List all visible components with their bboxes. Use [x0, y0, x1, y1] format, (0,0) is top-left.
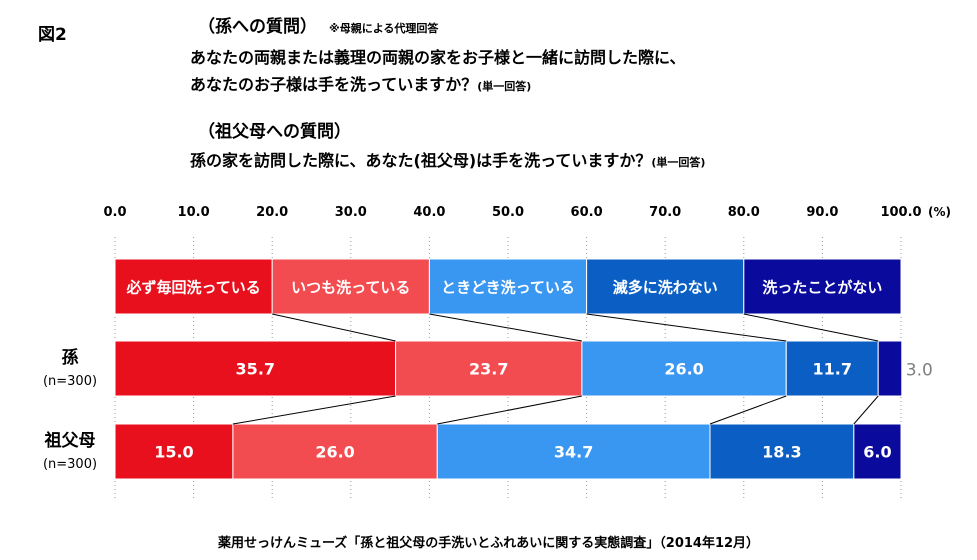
x-tick-label: 0.0 [103, 205, 126, 220]
connector-line [709, 395, 787, 425]
x-tick-label: 60.0 [571, 205, 603, 220]
x-tick-label: 100.0 [880, 205, 921, 220]
x-tick-label: 50.0 [492, 205, 524, 220]
data-label: 3.0 [906, 361, 933, 381]
legend-label: ときどき洗っている [441, 279, 575, 297]
data-label: 23.7 [469, 360, 508, 379]
connector-line [272, 313, 396, 342]
x-tick-label: 20.0 [256, 205, 288, 220]
category-label: 祖父母 [44, 430, 96, 451]
legend-label: 洗ったことがない [762, 279, 882, 297]
bar-segment [853, 423, 902, 480]
question-grandchild-heading: （孫への質問） [198, 17, 317, 37]
figure-label: 図2 [38, 25, 67, 45]
question-grandchild-heading-row: （孫への質問） ※母親による代理回答 [198, 12, 438, 37]
data-label: 35.7 [236, 360, 275, 379]
category-label: 孫 [62, 347, 79, 368]
x-tick-label: 90.0 [806, 205, 838, 220]
legend-box [586, 258, 745, 315]
legend-box [428, 258, 588, 315]
bar-segment [114, 340, 397, 397]
legend-box [743, 258, 902, 315]
question-grandparent-line1-row: 孫の家を訪問した際に、あなた(祖父母)は手を洗っていますか？(単一回答) [190, 147, 705, 171]
connector-line [232, 395, 396, 425]
x-tick-label: 30.0 [335, 205, 367, 220]
question-grandchild-line2-row: あなたのお子様は手を洗っていますか？(単一回答) [190, 71, 531, 95]
data-label: 15.0 [154, 443, 193, 462]
bar-segment [709, 423, 855, 480]
data-label: 26.0 [315, 443, 354, 462]
x-tick-label: 80.0 [728, 205, 760, 220]
question-grandchild-note: ※母親による代理回答 [329, 22, 439, 35]
legend-label: 滅多に洗わない [613, 279, 718, 297]
data-label: 11.7 [812, 360, 851, 379]
question-grandchild-line1: あなたの両親または義理の両親の家をお子様と一緒に訪問した際に、 [190, 48, 686, 67]
x-unit-label: (%) [928, 205, 951, 219]
bar-segment [436, 423, 711, 480]
bar-segment [114, 423, 234, 480]
question-grandchild-answer-type: (単一回答) [477, 80, 532, 93]
x-tick-label: 70.0 [649, 205, 681, 220]
question-grandparent-answer-type: (単一回答) [651, 156, 706, 169]
question-grandparent-heading: （祖父母への質問） [198, 122, 351, 142]
data-label: 26.0 [664, 360, 703, 379]
connector-line [586, 313, 787, 342]
legend-box [114, 258, 273, 315]
bar-segment [877, 340, 903, 397]
connector-line [853, 395, 879, 425]
legend-label: いつも洗っている [291, 279, 410, 297]
category-n-label: (n=300) [43, 374, 97, 389]
connector-line [743, 313, 879, 342]
legend-label: 必ず毎回洗っている [125, 279, 260, 297]
x-tick-label: 10.0 [178, 205, 210, 220]
connector-line [437, 395, 582, 425]
category-n-label: (n=300) [43, 457, 97, 472]
bar-segment [581, 340, 787, 397]
data-label: 6.0 [863, 443, 891, 462]
x-tick-label: 40.0 [413, 205, 445, 220]
bar-segment [785, 340, 879, 397]
bar-segment [232, 423, 438, 480]
data-label: 18.3 [762, 443, 801, 462]
data-label: 34.7 [554, 443, 593, 462]
question-grandparent-line1: 孫の家を訪問した際に、あなた(祖父母)は手を洗っていますか？ [190, 151, 652, 170]
connector-line [429, 313, 582, 342]
bar-segment [395, 340, 583, 397]
source-caption: 薬用せっけんミューズ「孫と祖父母の手洗いとふれあいに関する実態調査」（2014年… [217, 536, 760, 551]
question-grandchild-line2: あなたのお子様は手を洗っていますか？ [190, 75, 478, 94]
